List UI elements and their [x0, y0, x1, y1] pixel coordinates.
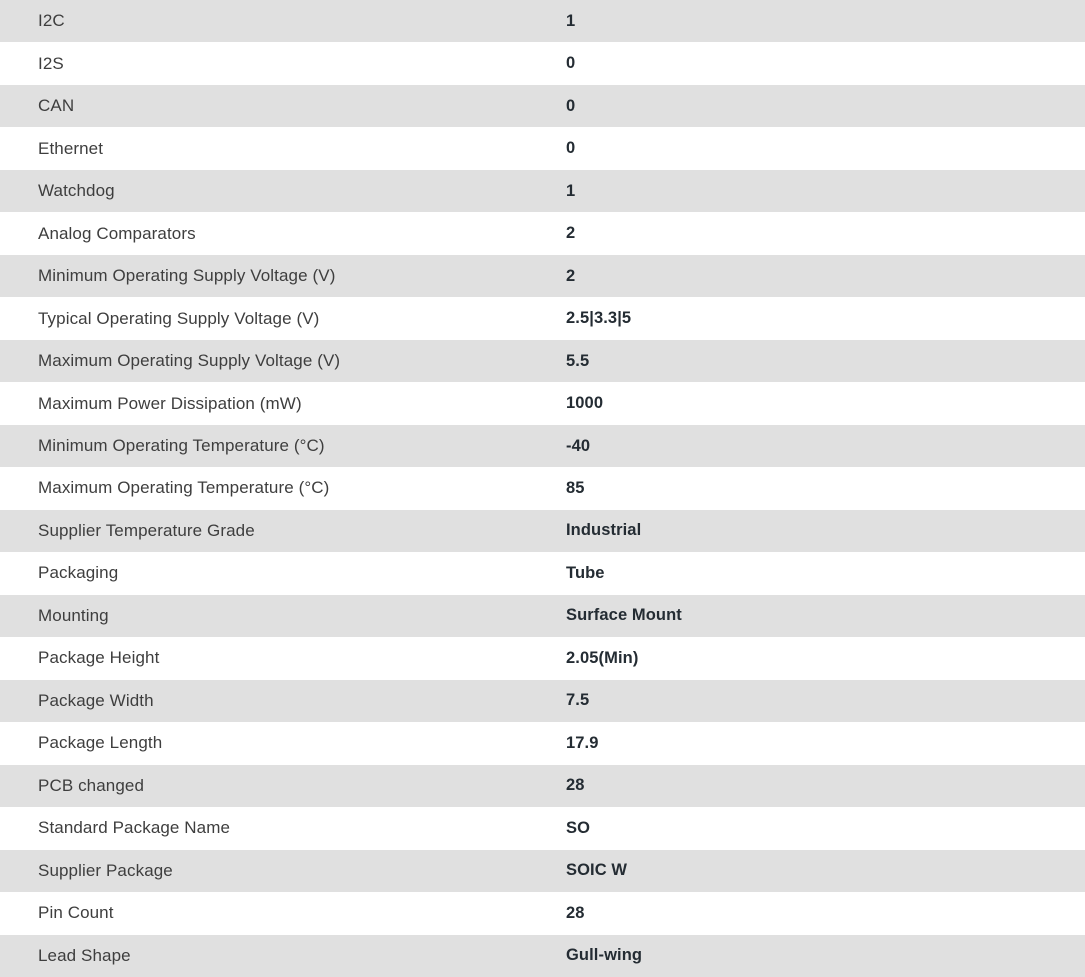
spec-label: Pin Count	[38, 903, 114, 923]
spec-label: Package Length	[38, 733, 163, 753]
spec-label: Standard Package Name	[38, 818, 231, 838]
spec-value: 1000	[566, 394, 604, 413]
spec-label: Lead Shape	[38, 945, 131, 965]
spec-label: PCB changed	[38, 775, 145, 795]
spec-value: SOIC W	[566, 861, 628, 880]
table-row: Packaging Tube	[0, 552, 1085, 595]
table-row: Package Height 2.05(Min)	[0, 637, 1085, 680]
table-row: Ethernet 0	[0, 127, 1085, 170]
spec-label: Ethernet	[38, 138, 104, 158]
spec-value: 7.5	[566, 691, 590, 710]
spec-value: 2.5|3.3|5	[566, 309, 632, 328]
spec-label: Maximum Operating Supply Voltage (V)	[38, 351, 341, 371]
table-row: Supplier Temperature Grade Industrial	[0, 509, 1085, 553]
spec-label: Package Width	[38, 690, 154, 710]
spec-value: 17.9	[566, 733, 599, 752]
spec-value: Industrial	[566, 521, 642, 540]
spec-value: 28	[566, 776, 585, 795]
spec-label: Supplier Temperature Grade	[38, 520, 255, 540]
spec-value: 2	[566, 224, 576, 243]
spec-label: Minimum Operating Temperature (°C)	[38, 436, 325, 456]
table-row: Analog Comparators 2	[0, 212, 1085, 255]
spec-value: SO	[566, 818, 591, 837]
spec-label: Supplier Package	[38, 860, 173, 880]
spec-value: Surface Mount	[566, 606, 682, 625]
table-row: I2S 0	[0, 42, 1085, 85]
spec-value: 1	[566, 181, 576, 200]
table-row: Watchdog 1	[0, 169, 1085, 213]
spec-label: Analog Comparators	[38, 223, 196, 243]
spec-value: -40	[566, 436, 591, 455]
spec-value: Gull-wing	[566, 946, 643, 965]
spec-value: 5.5	[566, 351, 590, 370]
spec-value: 0	[566, 139, 576, 158]
spec-label: Typical Operating Supply Voltage (V)	[38, 308, 320, 328]
spec-label: Minimum Operating Supply Voltage (V)	[38, 266, 336, 286]
table-row: PCB changed 28	[0, 764, 1085, 808]
spec-label: Maximum Operating Temperature (°C)	[38, 478, 330, 498]
spec-value: 0	[566, 54, 576, 73]
spec-value: 0	[566, 96, 576, 115]
spec-label: I2S	[38, 53, 64, 73]
spec-label: Watchdog	[38, 181, 115, 201]
table-row: CAN 0	[0, 84, 1085, 128]
spec-value: 28	[566, 903, 585, 922]
spec-value: 2.05(Min)	[566, 648, 639, 667]
table-row: Supplier Package SOIC W	[0, 849, 1085, 893]
table-row: Pin Count 28	[0, 892, 1085, 935]
spec-value: 85	[566, 478, 585, 497]
table-row: Minimum Operating Supply Voltage (V) 2	[0, 254, 1085, 298]
table-row: Lead Shape Gull-wing	[0, 934, 1085, 977]
table-row: Package Length 17.9	[0, 722, 1085, 765]
table-row: I2C 1	[0, 0, 1085, 43]
table-row: Standard Package Name SO	[0, 807, 1085, 850]
spec-value: Tube	[566, 563, 605, 582]
table-row: Mounting Surface Mount	[0, 594, 1085, 638]
spec-label: Packaging	[38, 563, 119, 583]
table-row: Minimum Operating Temperature (°C) -40	[0, 424, 1085, 468]
table-row: Maximum Power Dissipation (mW) 1000	[0, 382, 1085, 425]
spec-value: 2	[566, 266, 576, 285]
spec-label: I2C	[38, 11, 65, 31]
spec-label: Maximum Power Dissipation (mW)	[38, 393, 302, 413]
spec-label: Package Height	[38, 648, 160, 668]
spec-label: CAN	[38, 96, 75, 116]
spec-value: 1	[566, 11, 576, 30]
spec-label: Mounting	[38, 605, 109, 625]
table-row: Maximum Operating Supply Voltage (V) 5.5	[0, 339, 1085, 383]
table-row: Typical Operating Supply Voltage (V) 2.5|…	[0, 297, 1085, 340]
table-row: Maximum Operating Temperature (°C) 85	[0, 467, 1085, 510]
table-row: Package Width 7.5	[0, 679, 1085, 723]
